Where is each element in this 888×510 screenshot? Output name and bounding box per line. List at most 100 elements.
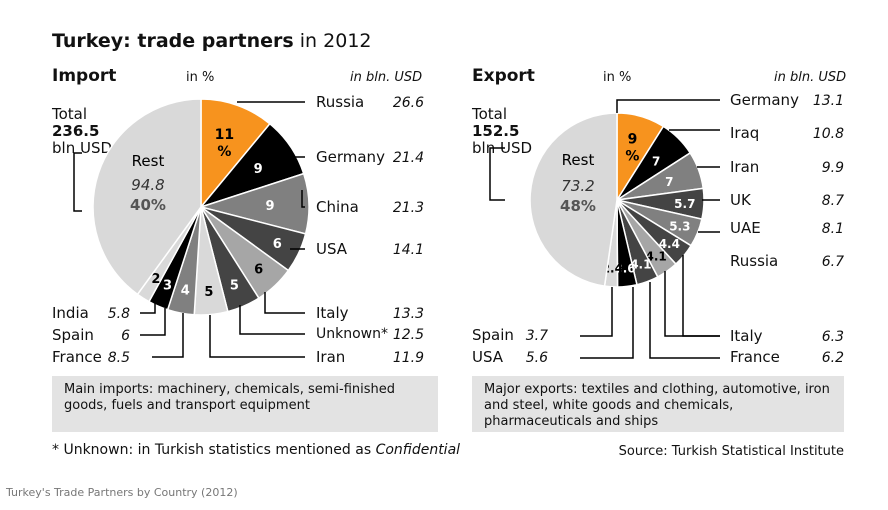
import-pct-label-germany: 9 <box>254 162 263 177</box>
footnote: * Unknown: in Turkish statistics mention… <box>52 442 460 458</box>
import-connector-line <box>152 313 184 358</box>
import-note: Main imports: machinery, chemicals, semi… <box>52 376 438 432</box>
import-slice-rest <box>92 98 202 296</box>
import-connector-line <box>73 152 82 212</box>
title-sub: in 2012 <box>299 30 372 52</box>
export-value-usa: 5.6 <box>525 350 548 366</box>
export-connector-line <box>489 147 505 201</box>
import-label-iran: Iran <box>316 348 346 366</box>
chart-title: Turkey: trade partners in 2012 <box>52 30 372 52</box>
export-pct-label-iraq: 7 <box>652 154 660 168</box>
import-value-india: 5.8 <box>107 306 130 322</box>
import-connector-line <box>301 190 305 208</box>
import-value-usa: 14.1 <box>392 242 424 258</box>
export-unit-pct: in % <box>603 70 632 85</box>
import-label-france: France <box>52 348 102 366</box>
import-pct-label-china: 9 <box>266 199 275 214</box>
export-pct-label-france: 4.1 <box>630 258 651 272</box>
import-pct-label-france: 4 <box>181 284 190 299</box>
export-rest-pct: 48% <box>560 197 596 215</box>
import-rest-value: 94.8 <box>131 176 164 194</box>
import-total-unit: bln USD <box>52 139 113 157</box>
import-connector-line <box>264 292 305 314</box>
export-value-italy: 6.3 <box>821 329 844 345</box>
import-label-india: India <box>52 304 89 322</box>
export-heading: Export <box>472 66 535 86</box>
export-value-spain: 3.7 <box>525 328 548 344</box>
export-connector-line <box>580 287 634 359</box>
import-connector-line <box>140 301 156 314</box>
import-heading: Import <box>52 66 117 86</box>
export-value-uae: 8.1 <box>821 221 844 237</box>
export-connector-line <box>649 282 720 359</box>
export-connector-line <box>580 287 613 337</box>
import-unit-value: in bln. USD <box>350 70 423 85</box>
import-slice-russia <box>200 98 271 210</box>
export-total-label: Total <box>472 105 508 123</box>
import-connector-line <box>239 305 305 335</box>
export-label-uae: UAE <box>730 219 761 237</box>
export-label-germany: Germany <box>730 91 799 109</box>
import-value-france: 8.5 <box>107 350 130 366</box>
export-connector-line <box>682 255 720 337</box>
import-label-russia: Russia <box>316 93 365 111</box>
export-pct-label-uae: 5.3 <box>669 220 690 234</box>
import-value-germany: 21.4 <box>392 150 424 166</box>
import-unit-pct: in % <box>186 70 215 85</box>
import-pct-label-india: 2 <box>151 272 160 287</box>
import-label-italy: Italy <box>316 304 349 322</box>
import-label-usa: USA <box>316 240 348 258</box>
import-connector-line <box>272 131 305 158</box>
export-pct-unit-germany: % <box>625 149 639 165</box>
import-rest-pct: 40% <box>130 196 166 214</box>
export-label-italy: Italy <box>730 327 763 345</box>
import-value-unknown: 12.5 <box>392 327 424 343</box>
import-value-china: 21.3 <box>392 200 424 216</box>
export-rest-value: 73.2 <box>561 177 594 195</box>
export-pct-label-iran: 7 <box>665 175 673 189</box>
export-unit-value: in bln. USD <box>774 70 847 85</box>
footnote-text: * Unknown: in Turkish statistics mention… <box>52 442 376 458</box>
export-label-iraq: Iraq <box>730 124 760 142</box>
export-value-france: 6.2 <box>821 350 844 366</box>
export-total-value: 152.5 <box>472 122 520 140</box>
import-value-russia: 26.6 <box>392 95 424 111</box>
import-label-spain: Spain <box>52 326 94 344</box>
export-pct-label-germany: 9 <box>628 132 638 148</box>
export-label-france: France <box>730 348 780 366</box>
import-rest-label: Rest <box>132 152 165 170</box>
export-rest-label: Rest <box>562 151 595 169</box>
import-label-china: China <box>316 198 359 216</box>
import-value-iran: 11.9 <box>392 350 424 366</box>
export-value-iran: 9.9 <box>821 160 844 176</box>
source-credit: Source: Turkish Statistical Institute <box>618 444 844 459</box>
export-value-germany: 13.1 <box>812 93 844 109</box>
export-pct-label-uk: 5.7 <box>674 197 695 211</box>
title-main: Turkey: trade partners <box>52 30 294 52</box>
export-value-iraq: 10.8 <box>812 126 844 142</box>
import-label-germany: Germany <box>316 148 385 166</box>
export-label-usa: USA <box>472 348 504 366</box>
import-pct-label-italy: 6 <box>254 262 263 277</box>
export-pct-label-russia: 4.4 <box>659 237 680 251</box>
export-value-uk: 8.7 <box>821 193 844 209</box>
import-pct-label-unknown: 5 <box>230 278 239 293</box>
import-pct-label-usa: 6 <box>273 237 282 252</box>
import-total-value: 236.5 <box>52 122 100 140</box>
import-total: Total 236.5 bln USD <box>52 106 112 157</box>
import-connector-line <box>209 315 305 358</box>
export-pct-label-usa: 3.6 <box>614 261 635 275</box>
export-slice-rest <box>529 112 618 287</box>
import-pct-label-russia: 11 <box>215 127 234 143</box>
image-caption: Turkey's Trade Partners by Country (2012… <box>6 486 238 499</box>
import-pct-label-iran: 5 <box>204 285 213 300</box>
import-value-spain: 6 <box>121 328 130 344</box>
export-connector-line <box>664 271 720 337</box>
export-label-iran: Iran <box>730 158 760 176</box>
export-label-russia: Russia <box>730 252 779 270</box>
export-value-russia: 6.7 <box>821 254 844 270</box>
footnote-italic: Confidential <box>375 442 461 458</box>
import-pct-unit-russia: % <box>217 144 231 160</box>
import-value-italy: 13.3 <box>392 306 424 322</box>
